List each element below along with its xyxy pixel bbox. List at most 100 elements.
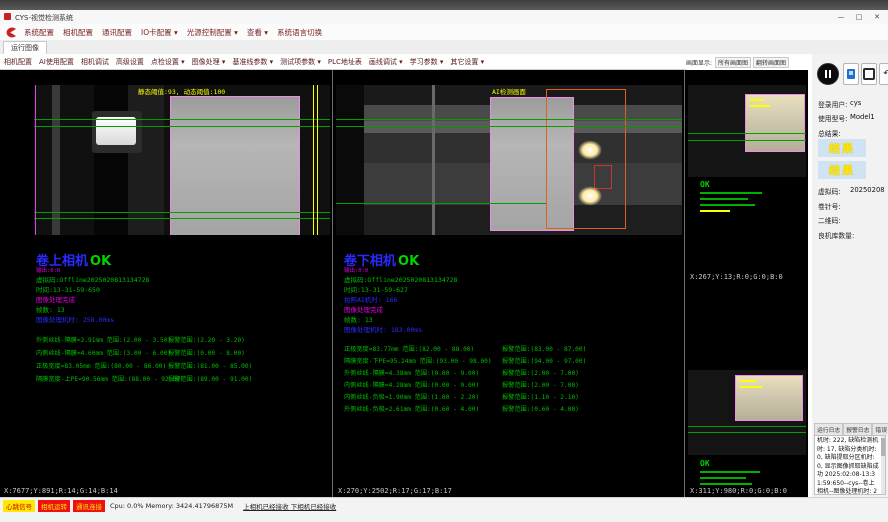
overlay-info-line: 图像处理机时: 258.00ms — [36, 316, 115, 324]
status-badge: 相机运转 — [38, 500, 70, 512]
measurements-lower: 正极宽度=83.77mm 范围:(82.00 - 88.00) 报警范围:(83… — [344, 344, 586, 416]
close-icon[interactable]: ✕ — [874, 13, 880, 21]
alarm-range: 报警范围:(2.20 - 3.20) — [168, 337, 245, 344]
electrode-region — [170, 96, 300, 235]
view-display-tab[interactable]: 翻转画面图 — [753, 56, 790, 68]
toolbar-item[interactable]: PLC地址表 — [327, 57, 362, 66]
toolbar-item[interactable]: 点检设置 ▾ — [150, 57, 185, 66]
tool-icon — [863, 68, 875, 80]
menu-item[interactable]: 系统配置 — [24, 27, 54, 37]
ai-view-label: AI检测画面 — [492, 88, 526, 96]
virtual-code-value: 20250208 — [850, 186, 885, 194]
qr-code-label: 二维码: — [818, 217, 841, 225]
menu-item[interactable]: 系统语言切换 — [277, 27, 323, 37]
sidebar: ↶ 登录用户: cys 使用型号: Model1 总结果: 结果 结果 虚拟码:… — [808, 54, 888, 497]
aux-text-line — [700, 477, 746, 479]
toolbar-item[interactable]: 测试项参数 ▾ — [280, 57, 321, 66]
measurement-row: 正极宽度=83.77mm 范围:(82.00 - 88.00) 报警范围:(83… — [344, 344, 586, 356]
measurement-value: 内侧丝线-负极=1.90mm 范围:(1.00 - 2.20) — [344, 394, 480, 401]
view-display-label: 画面显示: — [686, 59, 713, 67]
measurement-value: 正极宽度=83.05mm 范围:(80.00 - 86.00) — [36, 363, 167, 370]
log-tab[interactable]: 报警日志 — [843, 423, 873, 435]
log-scrollbar[interactable] — [881, 436, 885, 494]
overlay-info-line: 帧数: 13 — [344, 316, 373, 324]
library-count-label: 良机库数量: — [818, 232, 855, 240]
measurement-value: 内侧丝线-隔膜=4.28mm 范围:(0.00 - 9.00) — [344, 382, 480, 389]
camera-title-lower: 卷下相机 OK — [344, 254, 420, 269]
camera-image-lower[interactable]: AI检测画面 — [336, 85, 682, 235]
pause-button[interactable] — [817, 63, 839, 85]
measurement-row: 内侧丝线-隔膜=4.28mm 范围:(0.00 - 9.00) 报警范围:(2.… — [344, 380, 586, 392]
toolbar-item[interactable]: 学习参数 ▾ — [409, 57, 444, 66]
camera-receive-status: 上相机已经接收 下相机已经接收 — [243, 503, 337, 511]
camera-image-upper[interactable]: 静态阈值:93, 动态阈值:100 — [34, 85, 330, 235]
cursor-coords-upper: X:7677;Y:891;R:14;G:14;B:14 — [4, 487, 118, 495]
model-label: 使用型号: — [818, 115, 848, 123]
camera-panel-lower: AI检测画面 卷下相机 OK 输出:0:0 虚拟码:Offline20250208… — [334, 70, 684, 497]
view-display-tab[interactable]: 所有画面图 — [715, 56, 752, 68]
connector-part — [96, 117, 136, 145]
log-tab[interactable]: 运行日志 — [814, 423, 844, 435]
measurement-value: 隔膜宽度-上PE=90.56mm 范围:(88.00 - 92.00) — [36, 376, 184, 383]
measurement-value: 外侧丝线-负极=2.61mm 范围:(0.60 - 4.00) — [344, 406, 480, 413]
toolbar-item[interactable]: 画线调试 ▾ — [368, 57, 403, 66]
menu-item[interactable]: 光源控制配置 ▾ — [186, 27, 238, 37]
overlay-info-line: 帧数: 13 — [36, 306, 65, 314]
window-top-border — [0, 0, 888, 10]
aux-ok-top: OK — [700, 180, 710, 189]
window-title: CYS-视觉检测系统 — [15, 14, 74, 22]
virtual-code-label: 虚拟码: — [818, 188, 841, 196]
menu-item[interactable]: 通讯配置 — [102, 27, 132, 37]
total-result-label: 总结果: — [818, 130, 841, 138]
bright-region — [745, 94, 805, 152]
camera-panel-upper: 静态阈值:93, 动态阈值:100 卷上相机 OK 输出:0:0 虚拟码:Offl… — [0, 70, 332, 497]
overlay-info-lower: 虚拟码:Offline2025020813134728 时间:13-31-59-6… — [344, 275, 457, 335]
overlay-info-line: 图像处理机时: 183.00ms — [344, 326, 423, 334]
overlay-info-line: 图像处理完成 — [344, 306, 383, 314]
measurement-row: 外侧丝线-隔膜=4.38mm 范围:(0.00 - 9.00) 报警范围:(2.… — [344, 368, 586, 380]
aux-image-top[interactable] — [688, 85, 806, 177]
view-display-tabs: 所有画面图 翻转画面图 — [715, 56, 790, 68]
winding-pin-label: 卷针号: — [818, 203, 841, 211]
measurement-row: 正极宽度=83.05mm 范围:(80.00 - 86.00) 报警范围:(81… — [36, 361, 252, 374]
tab-run-image[interactable]: 运行图像 — [3, 41, 47, 54]
overlay-info-upper: 虚拟码:Offline2025020813134728 时间:13-31-59-6… — [36, 275, 149, 325]
aux-text-line — [700, 192, 762, 194]
menu-item[interactable]: IO卡配置 ▾ — [141, 27, 178, 37]
toolbar: 相机配置 AI使用配置 相机调试 高级设置 点检设置 ▾ 图像处理 ▾ 基准线参数 ▾ 测试项… — [0, 54, 888, 70]
toolbar-item[interactable]: 基准线参数 ▾ — [232, 57, 274, 66]
monitor-button[interactable] — [843, 63, 859, 85]
maximize-icon[interactable]: □ — [855, 13, 863, 21]
camera-title-upper: 卷上相机 OK — [36, 254, 112, 269]
menu-item[interactable]: 查看 ▾ — [246, 27, 269, 37]
minimize-icon[interactable]: — — [837, 13, 845, 21]
model-value[interactable]: Model1 — [850, 113, 875, 121]
menu-item[interactable]: 相机配置 — [63, 27, 93, 37]
output-label-lower: 输出:0:0 — [344, 268, 369, 274]
measurement-row: 隔膜宽度-上PE=90.56mm 范围:(88.00 - 92.00) 报警范围… — [36, 374, 252, 387]
alarm-range: 报警范围:(83.00 - 87.00) — [502, 346, 587, 353]
aux-view-header: 画面显示: 所有画面图 翻转画面图 — [686, 54, 808, 70]
alarm-range: 报警范围:(0.00 - 8.00) — [168, 350, 245, 357]
aux-text-line — [700, 204, 755, 206]
toolbar-item[interactable]: AI使用配置 — [39, 57, 74, 66]
measurement-value: 正极宽度=83.77mm 范围:(82.00 - 88.00) — [344, 346, 475, 353]
measurement-value: 内侧丝线-隔膜=4.60mm 范围:(3.00 - 6.00) — [36, 350, 172, 357]
login-user-label: 登录用户: — [818, 101, 848, 109]
toolbar-item[interactable]: 相机配置 — [4, 57, 32, 66]
toolbar-item[interactable]: 其它设置 ▾ — [450, 57, 485, 66]
status-badge: 通讯连接 — [73, 500, 105, 512]
panel-separator — [684, 70, 685, 497]
log-tab[interactable]: 错误日志 — [872, 423, 888, 435]
led-spot — [574, 183, 606, 209]
toolbar-item[interactable]: 高级设置 — [115, 57, 144, 66]
toolbar-item[interactable]: 图像处理 ▾ — [191, 57, 226, 66]
output-label-upper: 输出:0:0 — [36, 268, 61, 274]
bright-region — [735, 375, 803, 421]
toolbar-item[interactable]: 相机调试 — [80, 57, 109, 66]
back-button[interactable]: ↶ — [879, 63, 888, 85]
aux-image-bottom[interactable] — [688, 370, 806, 455]
pause-icon — [825, 70, 827, 78]
tool-button[interactable] — [861, 63, 877, 85]
alarm-range: 报警范围:(94.00 - 97.00) — [502, 358, 587, 365]
